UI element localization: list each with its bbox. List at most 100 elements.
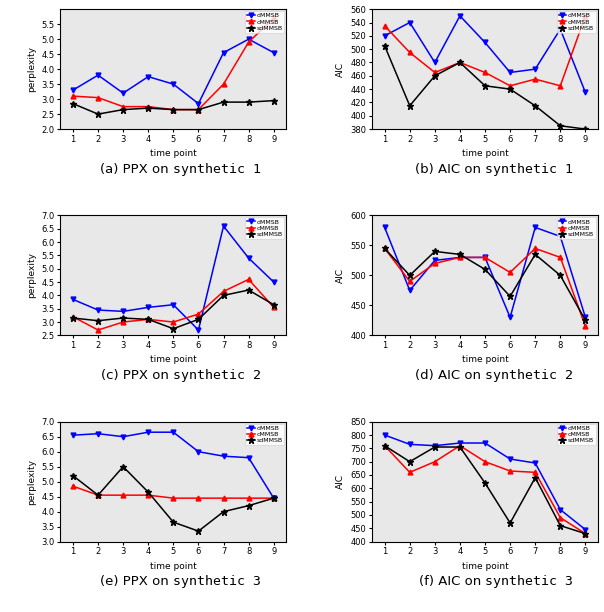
sdMMSB [69,100,77,107]
dMMSB [481,254,489,261]
dMMSB [170,428,177,436]
sdMMSB [507,293,514,300]
cMMSB [532,245,539,252]
cMMSB [406,49,413,56]
sdMMSB [456,59,463,66]
sdMMSB [144,316,152,323]
cMMSB [220,80,227,88]
dMMSB [406,441,413,448]
X-axis label: time point: time point [461,562,509,571]
sdMMSB [69,472,77,479]
sdMMSB [195,316,202,323]
sdMMSB [507,86,514,93]
cMMSB [245,39,252,46]
cMMSB [170,318,177,326]
X-axis label: time point: time point [150,562,197,571]
sdMMSB [431,443,439,450]
sdMMSB [381,245,388,252]
dMMSB [406,286,413,294]
sdMMSB [120,106,127,113]
dMMSB [582,89,589,96]
sdMMSB [144,488,152,496]
dMMSB [381,224,388,231]
Line: sdMMSB: sdMMSB [70,97,277,118]
sdMMSB [507,520,514,527]
cMMSB [431,69,439,76]
cMMSB [406,278,413,285]
sdMMSB [481,266,489,273]
sdMMSB [381,442,388,449]
cMMSB [245,276,252,283]
cMMSB [481,458,489,465]
sdMMSB [170,518,177,526]
dMMSB [481,439,489,447]
dMMSB [582,526,589,533]
sdMMSB [245,99,252,106]
sdMMSB [270,494,277,502]
cMMSB [69,482,77,490]
dMMSB [195,326,202,334]
dMMSB [94,430,101,438]
cMMSB [120,103,127,110]
Line: cMMSB: cMMSB [71,483,276,501]
sdMMSB [406,272,413,279]
Line: dMMSB: dMMSB [382,13,588,95]
sdMMSB [431,72,439,80]
sdMMSB [195,106,202,113]
dMMSB [245,255,252,262]
dMMSB [170,80,177,88]
dMMSB [94,72,101,79]
X-axis label: time point: time point [461,149,509,159]
sdMMSB [557,522,564,529]
Line: cMMSB: cMMSB [382,13,588,88]
cMMSB [270,15,277,22]
sdMMSB [220,99,227,106]
X-axis label: time point: time point [150,356,197,365]
sdMMSB [481,82,489,89]
Legend: dMMSB, cMMSB, sdMMSB: dMMSB, cMMSB, sdMMSB [245,11,284,33]
Line: sdMMSB: sdMMSB [382,442,588,537]
sdMMSB [94,317,101,324]
cMMSB [582,12,589,20]
sdMMSB [582,125,589,133]
Line: sdMMSB: sdMMSB [382,245,588,324]
Text: (b) AIC on: (b) AIC on [415,163,485,176]
sdMMSB [557,272,564,279]
cMMSB [170,106,177,113]
Text: (e) PPX on: (e) PPX on [100,575,173,588]
sdMMSB [94,110,101,118]
Text: (c) PPX on: (c) PPX on [101,369,173,382]
Legend: dMMSB, cMMSB, sdMMSB: dMMSB, cMMSB, sdMMSB [245,424,284,446]
sdMMSB [481,479,489,487]
Line: cMMSB: cMMSB [382,246,588,329]
Line: dMMSB: dMMSB [71,223,276,332]
Text: synthetic 1: synthetic 1 [173,163,262,176]
sdMMSB [532,251,539,258]
Line: dMMSB: dMMSB [71,430,276,501]
Text: (f) AIC on: (f) AIC on [419,575,485,588]
dMMSB [144,304,152,311]
sdMMSB [120,463,127,471]
sdMMSB [245,286,252,294]
cMMSB [456,442,463,449]
cMMSB [431,458,439,465]
cMMSB [94,94,101,102]
Text: synthetic 1: synthetic 1 [485,163,573,176]
dMMSB [69,86,77,94]
cMMSB [582,530,589,537]
Y-axis label: perplexity: perplexity [27,458,36,505]
dMMSB [557,506,564,513]
Y-axis label: AIC: AIC [336,268,345,283]
sdMMSB [120,315,127,322]
dMMSB [220,49,227,56]
Text: synthetic 2: synthetic 2 [173,369,262,382]
dMMSB [170,301,177,308]
cMMSB [195,106,202,113]
dMMSB [270,49,277,56]
sdMMSB [170,325,177,332]
sdMMSB [431,248,439,255]
dMMSB [220,452,227,460]
Line: sdMMSB: sdMMSB [70,287,277,332]
Legend: dMMSB, cMMSB, sdMMSB: dMMSB, cMMSB, sdMMSB [557,424,596,446]
cMMSB [507,269,514,276]
